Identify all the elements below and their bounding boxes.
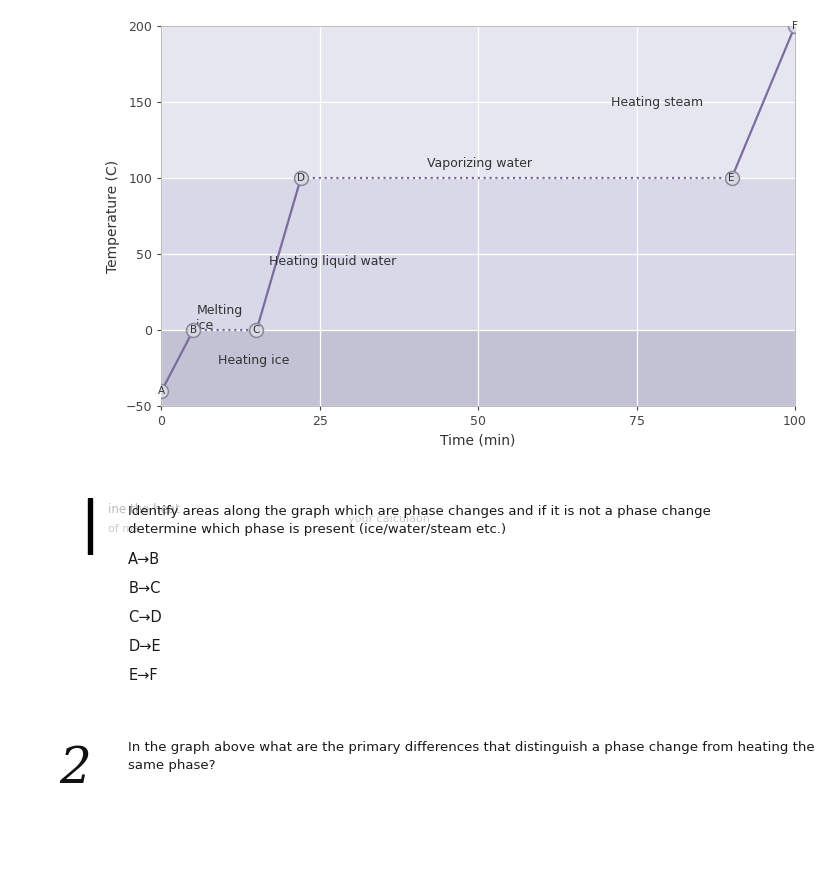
Text: your caicuiaon: your caicuiaon [347,514,429,524]
Bar [88,498,92,555]
Text: B→C: B→C [128,581,160,596]
Text: B: B [189,325,197,336]
Point [787,19,801,33]
Text: E→F: E→F [128,668,158,683]
Point [724,171,737,185]
Text: of ma: of ma [108,524,140,534]
Text: D: D [296,173,304,184]
Point [186,323,199,337]
Text: Identify areas along the graph which are phase changes and if it is not a phase : Identify areas along the graph which are… [128,505,710,536]
Text: A→B: A→B [128,552,160,567]
Text: Heating ice: Heating ice [218,354,289,367]
Text: D→E: D→E [128,639,160,654]
Bar [161,178,794,330]
Point [250,323,263,337]
Text: Melting
ice: Melting ice [196,304,242,332]
Text: F: F [791,21,797,31]
Text: A: A [158,386,165,396]
Bar [161,26,794,178]
Text: In the graph above what are the primary differences that distinguish a phase cha: In the graph above what are the primary … [128,741,814,772]
Text: Vaporizing water: Vaporizing water [427,156,532,170]
Text: 2: 2 [60,745,91,794]
Bar [161,330,794,406]
Text: E: E [728,173,734,184]
Text: Heating liquid water: Heating liquid water [269,255,396,268]
Point [294,171,307,185]
Text: ine the heat: ine the heat [108,503,179,516]
Text: C→D: C→D [128,610,162,625]
Y-axis label: Temperature (C): Temperature (C) [106,160,120,273]
Text: Heating steam: Heating steam [610,96,702,108]
Point [155,385,168,399]
Text: C: C [252,325,260,336]
X-axis label: Time (min): Time (min) [440,434,515,448]
